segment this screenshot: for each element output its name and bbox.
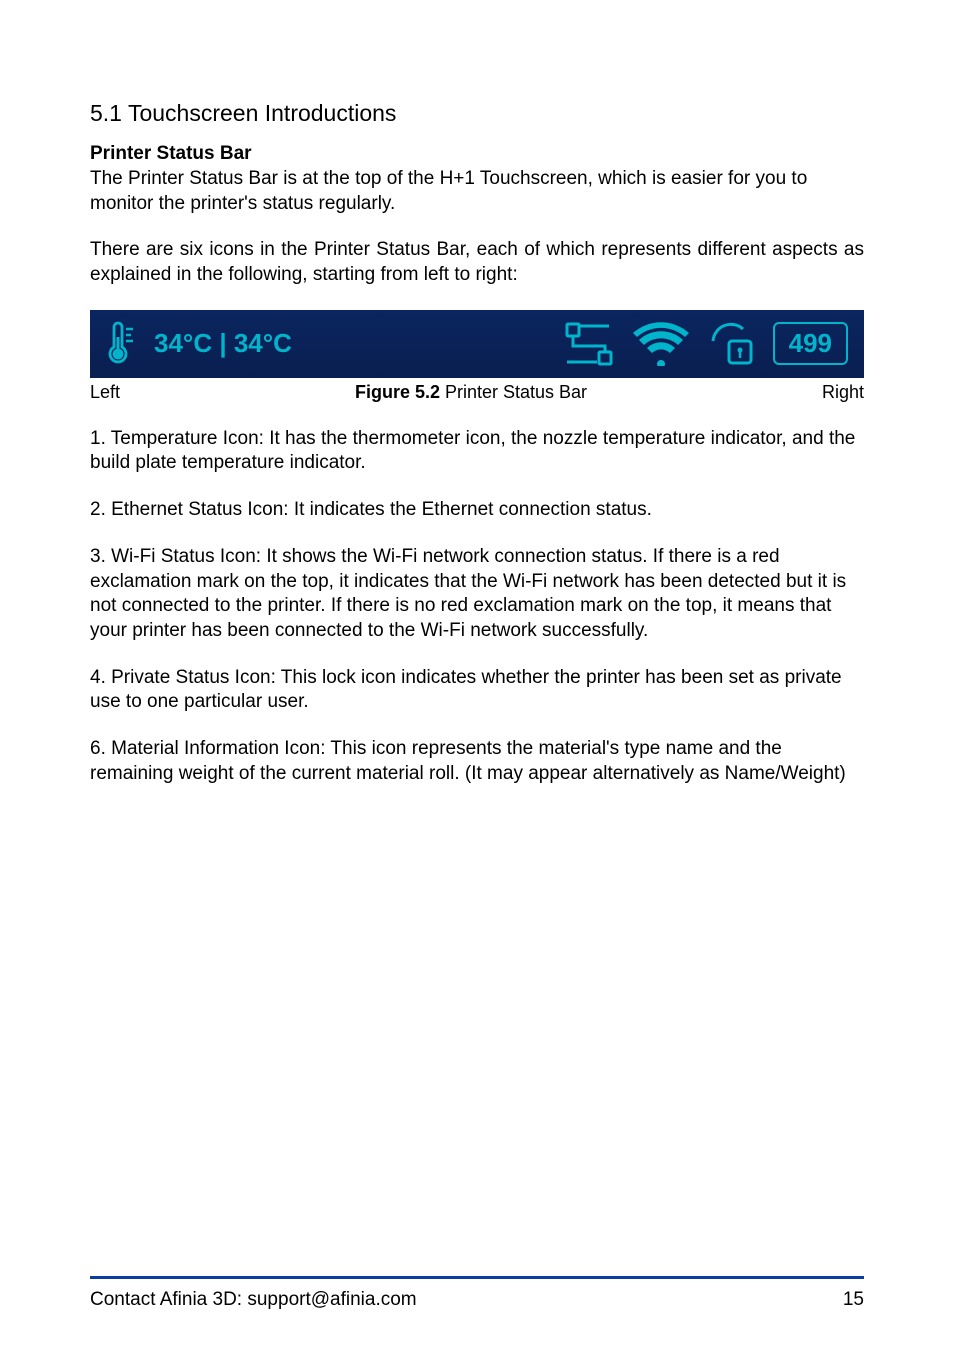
caption-left: Left: [90, 382, 120, 403]
footer-contact: Contact Afinia 3D: support@afinia.com: [90, 1289, 417, 1311]
subsection-heading: Printer Status Bar: [90, 143, 864, 165]
page-footer: Contact Afinia 3D: support@afinia.com 15: [90, 1276, 864, 1311]
temperature-readout: 34°C | 34°C: [154, 328, 292, 359]
figure-caption-row: Left Figure 5.2 Printer Status Bar Right: [90, 382, 864, 403]
section-title: 5.1 Touchscreen Introductions: [90, 100, 864, 127]
icon-description-3: 3. Wi-Fi Status Icon: It shows the Wi-Fi…: [90, 545, 864, 644]
lock-icon: [707, 321, 755, 367]
intro-paragraph-1: The Printer Status Bar is at the top of …: [90, 167, 864, 216]
footer-page-number: 15: [843, 1289, 864, 1311]
material-weight-badge: 499: [773, 322, 848, 365]
printer-status-bar: 34°C | 34°C: [90, 310, 864, 378]
icon-description-4: 4. Private Status Icon: This lock icon i…: [90, 666, 864, 715]
caption-figure-title: Printer Status Bar: [440, 382, 587, 402]
caption-right: Right: [822, 382, 864, 403]
wifi-icon: [633, 322, 689, 366]
caption-figure-number: Figure 5.2: [355, 382, 440, 402]
intro-paragraph-2: There are six icons in the Printer Statu…: [90, 238, 864, 287]
icon-description-2: 2. Ethernet Status Icon: It indicates th…: [90, 498, 864, 523]
ethernet-icon: [563, 322, 615, 366]
thermometer-icon: [100, 321, 136, 367]
caption-center: Figure 5.2 Printer Status Bar: [355, 382, 587, 403]
icon-description-1: 1. Temperature Icon: It has the thermome…: [90, 427, 864, 476]
icon-description-6: 6. Material Information Icon: This icon …: [90, 737, 864, 786]
